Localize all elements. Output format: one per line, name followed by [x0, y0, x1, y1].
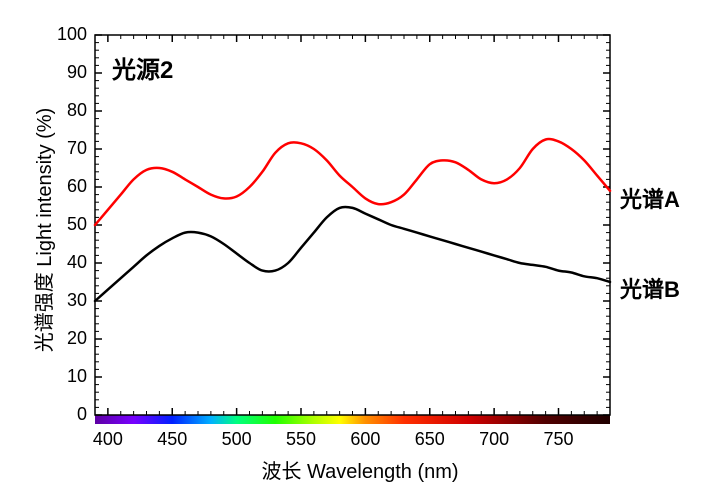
spectrum-chart: 光源2 波长 Wavelength (nm) 光谱强度 Light intens… — [0, 0, 720, 502]
chart-svg — [0, 0, 720, 502]
y-tick-label: 80 — [42, 100, 87, 121]
chart-title: 光源2 — [112, 50, 173, 85]
y-tick-label: 60 — [42, 176, 87, 197]
x-tick-label: 700 — [474, 429, 514, 450]
x-tick-label: 500 — [217, 429, 257, 450]
x-tick-label: 600 — [345, 429, 385, 450]
x-axis-label: 波长 Wavelength (nm) — [0, 455, 720, 484]
y-tick-label: 50 — [42, 214, 87, 235]
series-B-line — [95, 207, 610, 301]
series-a-label: 光谱A — [620, 182, 680, 214]
series-A-line — [95, 139, 610, 225]
x-tick-label: 750 — [539, 429, 579, 450]
y-tick-label: 20 — [42, 328, 87, 349]
x-tick-label: 550 — [281, 429, 321, 450]
x-tick-label: 450 — [152, 429, 192, 450]
y-tick-label: 100 — [42, 24, 87, 45]
y-tick-label: 0 — [42, 404, 87, 425]
x-tick-label: 400 — [88, 429, 128, 450]
y-tick-label: 40 — [42, 252, 87, 273]
x-tick-label: 650 — [410, 429, 450, 450]
y-tick-label: 30 — [42, 290, 87, 311]
y-tick-label: 70 — [42, 138, 87, 159]
y-tick-label: 10 — [42, 366, 87, 387]
series-b-label: 光谱B — [620, 272, 680, 304]
y-tick-label: 90 — [42, 62, 87, 83]
